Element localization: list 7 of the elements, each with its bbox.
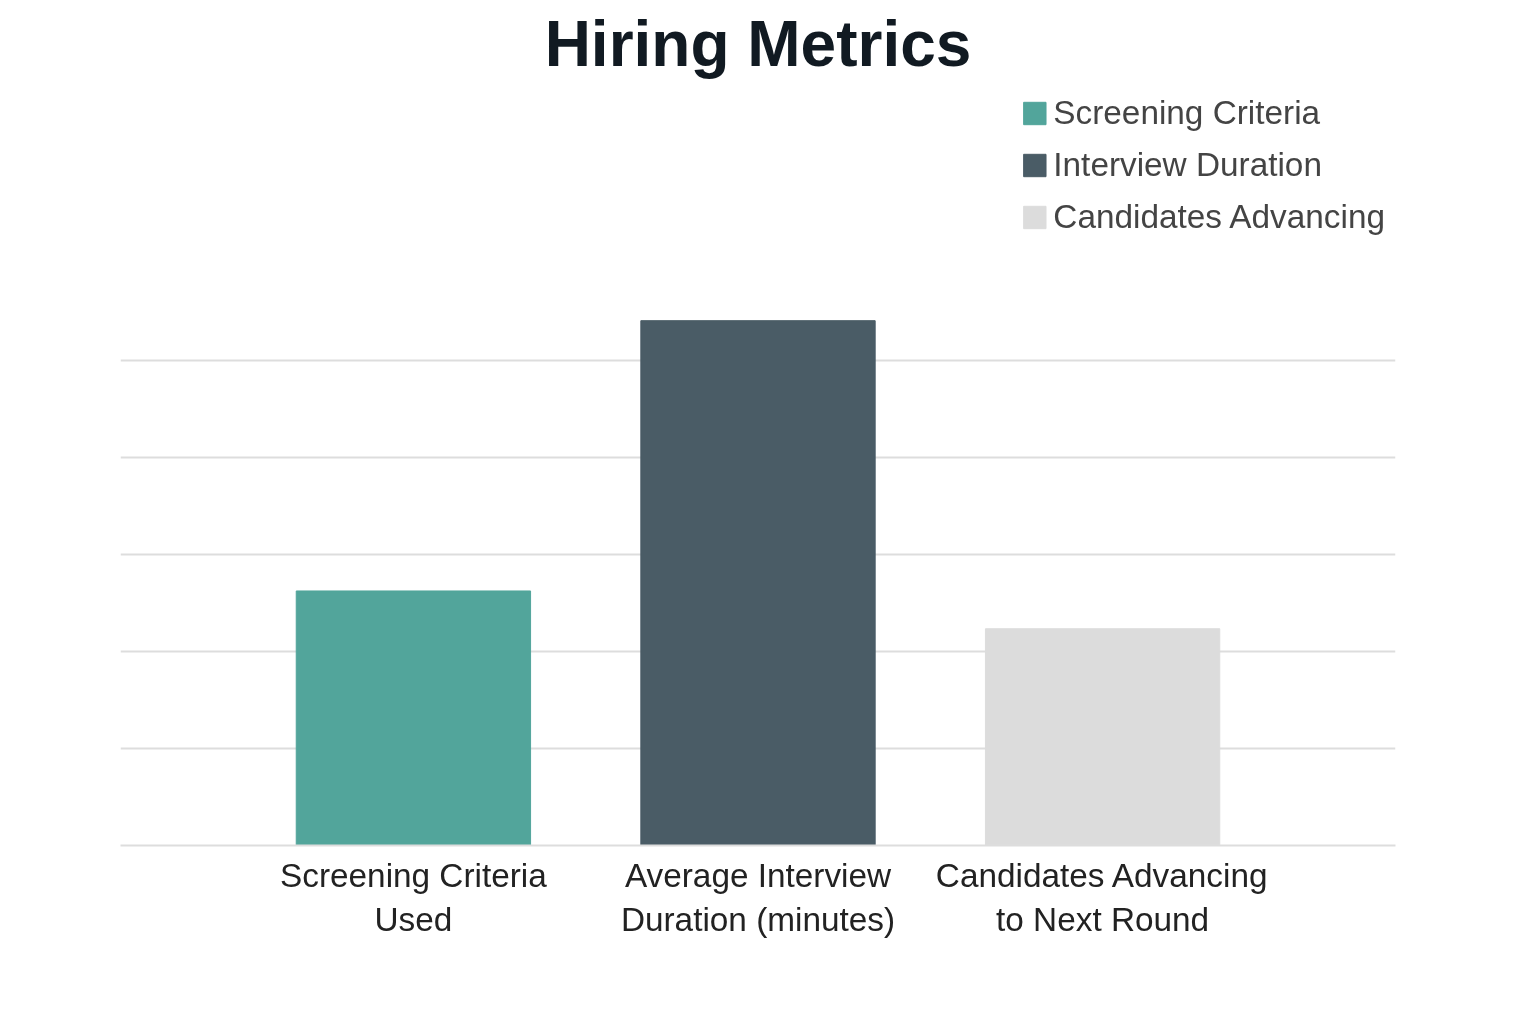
- x-tick-label: Screening Criteria Used: [280, 856, 548, 938]
- legend-label: Candidates Advancing: [1053, 198, 1385, 236]
- x-tick-label: Average Interview Duration (minutes): [620, 856, 896, 938]
- legend-label: Screening Criteria: [1053, 94, 1321, 132]
- x-tick-label: Candidates Advancing to Next Round: [935, 856, 1268, 938]
- chart-title: Hiring Metrics: [544, 7, 972, 80]
- legend-label: Interview Duration: [1053, 146, 1322, 184]
